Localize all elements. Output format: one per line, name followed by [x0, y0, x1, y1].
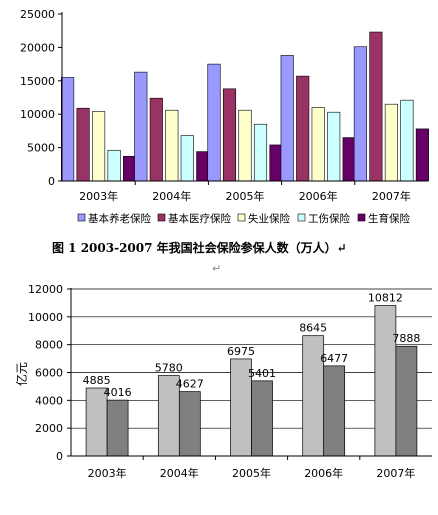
chart1-bar — [369, 31, 383, 182]
chart2-data-label: 6477 — [320, 352, 348, 365]
chart1-bar — [384, 103, 398, 182]
chart1-bar — [296, 75, 310, 182]
chart2-y-label: 亿元 — [14, 362, 29, 386]
chart1-legend-label: 基本养老保险 — [88, 212, 151, 225]
chart1-bar — [134, 71, 148, 182]
chart2-y-tick-label: 2000 — [35, 422, 63, 435]
chart2-x-axis: 2003年 2004年 2005年 2006年 2007年 — [88, 456, 415, 480]
chart2-y-tick-label: 12000 — [28, 283, 63, 296]
chart1-bar — [61, 77, 75, 182]
chart2-x-tick-label: 2003年 — [88, 466, 127, 480]
chart1-bar — [311, 107, 325, 182]
chart1-bar — [76, 107, 90, 182]
chart1-bar — [400, 99, 414, 182]
chart1-bar — [353, 46, 367, 182]
chart1-x-tick-label: 2007年 — [372, 189, 411, 203]
chart1-y-tick-label: 5000 — [27, 142, 55, 155]
chart2-bar — [106, 399, 129, 457]
chart2-y-tick-label: 6000 — [35, 367, 63, 380]
chart1-y-tick-label: 15000 — [20, 75, 55, 88]
chart1-bar — [415, 128, 429, 182]
chart2-data-label: 6975 — [227, 345, 255, 358]
chart1-legend-swatch — [297, 213, 306, 222]
chart1-legend-label: 失业保险 — [248, 212, 290, 225]
chart2-data-label: 4016 — [104, 386, 132, 399]
chart2-x-tick-label: 2004年 — [160, 466, 199, 480]
chart1-x-tick-label: 2003年 — [79, 189, 118, 203]
chart1-y-tick-label: 0 — [48, 175, 55, 188]
chart2-bar — [251, 380, 273, 457]
chart2-y-axis: 12000 10000 8000 6000 4000 2000 0 — [28, 283, 71, 463]
chart1-y-tick-label: 25000 — [20, 8, 55, 21]
chart1-bar — [149, 97, 163, 182]
chart1-legend-label: 工伤保险 — [308, 212, 350, 225]
chart1-bar — [107, 149, 121, 182]
chart1-y-tick-label: 10000 — [20, 108, 55, 121]
chart1-bar — [207, 63, 221, 182]
chart2-data-label: 8645 — [299, 322, 327, 335]
chart1-x-tick-label: 2006年 — [299, 189, 338, 203]
chart2-x-tick-label: 2007年 — [376, 466, 415, 480]
chart1-bar — [165, 109, 179, 182]
chart2-data-label: 4627 — [176, 378, 204, 391]
insured-persons-chart: 25000 20000 15000 10000 5000 0 2003年 2004年 2005… — [20, 8, 429, 255]
chart2-y-tick-label: 0 — [56, 450, 63, 463]
chart2-bar — [178, 391, 201, 457]
chart2-data-label: 10812 — [368, 292, 403, 305]
chart1-bar — [196, 151, 210, 182]
chart1-bar — [92, 111, 106, 182]
chart1-bar — [342, 137, 356, 182]
chart1-bar — [269, 144, 283, 182]
chart2-bar — [323, 365, 346, 457]
chart2-y-tick-label: 10000 — [28, 311, 63, 324]
chart1-bar — [327, 111, 341, 182]
chart1-legend-swatch — [157, 213, 166, 222]
chart1-legend-swatch — [357, 213, 366, 222]
chart1-y-tick-label: 20000 — [20, 41, 55, 54]
chart2-bars — [85, 305, 418, 457]
chart1-bar — [238, 109, 252, 182]
chart1-x-axis: 2003年 2004年 2005年 2006年 2007年 — [79, 181, 411, 203]
chart1-bar — [222, 88, 237, 182]
chart2-y-tick-label: 4000 — [35, 394, 63, 407]
chart1-y-axis: 25000 20000 15000 10000 5000 0 — [20, 8, 62, 188]
chart1-bar — [280, 55, 294, 182]
paragraph-mark: ↵ — [212, 262, 221, 275]
chart1-bar — [180, 135, 194, 182]
chart1-bar — [123, 155, 137, 182]
chart1-bar — [253, 123, 268, 182]
chart1-legend-label: 基本医疗保险 — [168, 212, 231, 225]
chart2-x-tick-label: 2005年 — [232, 466, 271, 480]
chart1-caption: 图 1 2003-2007 年我国社会保险参保人数（万人）↵ — [52, 240, 347, 255]
chart2-data-label: 7888 — [392, 332, 420, 345]
chart2-x-tick-label: 2006年 — [304, 466, 343, 480]
chart2-data-label: 5780 — [155, 362, 183, 375]
chart1-legend-swatch — [237, 213, 246, 222]
chart2-bar — [395, 345, 418, 457]
chart1-x-tick-label: 2005年 — [226, 189, 265, 203]
chart1-legend: 基本养老保险 基本医疗保险 失业保险 工伤保险 生育保险 — [77, 212, 410, 225]
chart2-data-label: 5401 — [248, 367, 276, 380]
chart2-bar — [374, 305, 397, 457]
chart2-y-tick-label: 8000 — [35, 339, 63, 352]
chart1-legend-swatch — [77, 213, 86, 222]
chart1-bars — [61, 31, 429, 182]
chart1-legend-label: 生育保险 — [368, 212, 410, 225]
chart1-x-tick-label: 2004年 — [152, 189, 191, 203]
chart2-data-label: 4885 — [83, 374, 111, 387]
